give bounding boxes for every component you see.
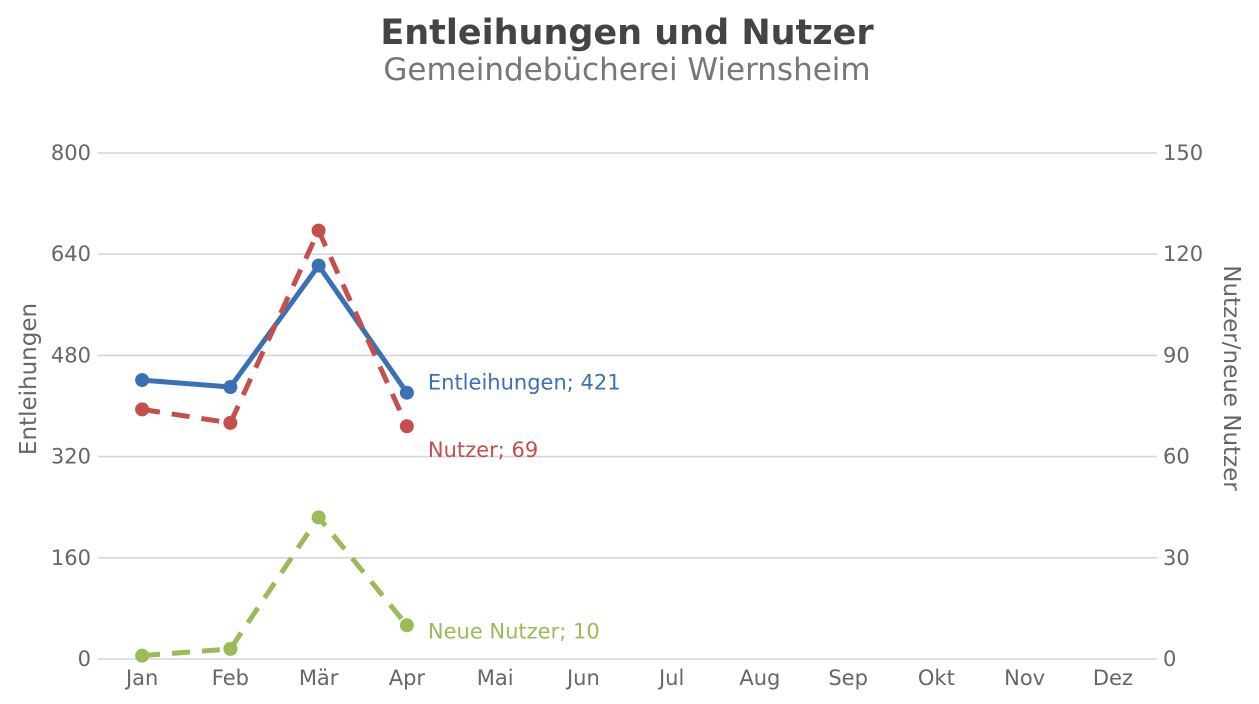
left-axis-title: Entleihungen [16,303,42,455]
series-end-label: Nutzer; 69 [428,438,538,462]
chart-title: Entleihungen und Nutzer [380,13,874,53]
left-tick-label: 160 [51,546,91,570]
left-tick-label: 480 [51,343,91,367]
x-tick-label: Jan [124,666,158,690]
right-axis-ticks: 0 30 60 90 120 150 [1163,141,1203,671]
series-group: Entleihungen; 421 Nutzer; 69 Neue Nutzer; … [135,223,621,663]
right-tick-label: 150 [1163,141,1203,165]
x-tick-label: Dez [1093,666,1133,690]
series-neue-nutzer: Neue Nutzer; 10 [135,510,600,663]
left-tick-label: 640 [51,242,91,266]
x-tick-label: Aug [739,666,780,690]
right-tick-label: 90 [1163,343,1190,367]
left-axis-ticks: 0 160 320 480 640 800 [51,141,91,671]
x-tick-label: Feb [212,666,249,690]
x-tick-label: Jun [565,666,600,690]
series-entleihungen: Entleihungen; 421 [135,258,621,400]
right-axis-title: Nutzer/neue Nutzer [1218,265,1244,491]
right-tick-label: 120 [1163,242,1203,266]
series-end-label: Entleihungen; 421 [428,371,621,395]
left-tick-label: 800 [51,141,91,165]
x-tick-label: Sep [828,666,868,690]
x-tick-label: Jul [657,666,684,690]
x-tick-label: Mär [299,666,339,690]
series-line [141,514,409,659]
series-line [141,228,410,428]
series-end-label: Neue Nutzer; 10 [428,619,600,643]
data-point [223,380,238,395]
data-point [399,618,414,633]
data-point [311,510,326,525]
series-nutzer: Nutzer; 69 [135,223,538,462]
x-axis-ticks: Jan Feb Mär Apr Mai Jun Jul Aug Sep Okt Nov Dez [124,666,1133,690]
x-tick-label: Nov [1004,666,1045,690]
data-point [399,385,414,400]
data-point [311,258,326,273]
right-tick-label: 30 [1163,546,1190,570]
chart-subtitle: Gemeindebücherei Wiernsheim [383,52,870,88]
data-point [223,415,238,430]
right-tick-label: 60 [1163,445,1190,469]
data-point [135,373,150,388]
data-point [223,641,238,656]
gridlines [98,152,1157,660]
data-point [311,223,326,238]
left-tick-label: 320 [51,445,91,469]
x-tick-label: Okt [918,666,955,690]
x-tick-label: Apr [389,666,426,690]
right-tick-label: 0 [1163,647,1176,671]
data-point [135,402,150,417]
data-point [135,648,150,663]
left-tick-label: 0 [78,647,91,671]
data-point [399,419,414,434]
x-tick-label: Mai [477,666,514,690]
